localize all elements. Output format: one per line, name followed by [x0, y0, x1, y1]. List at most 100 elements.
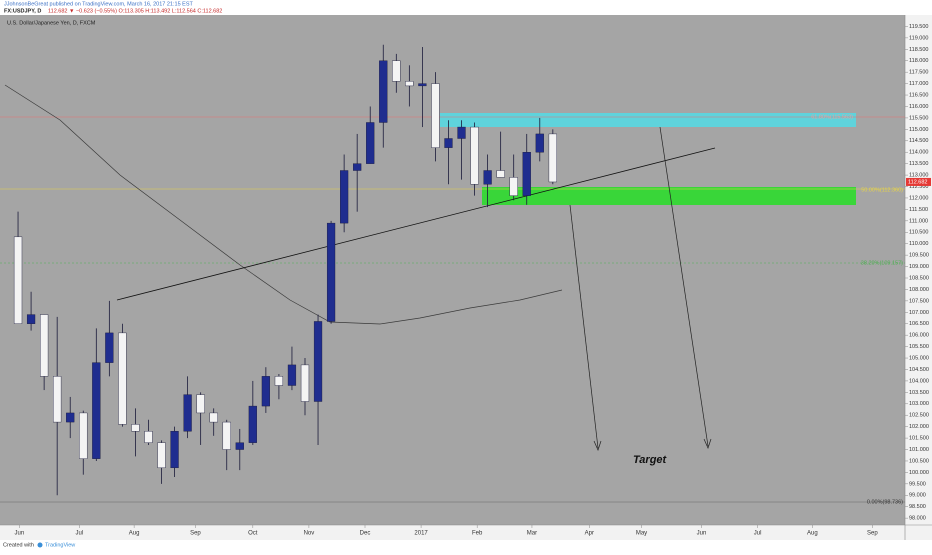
x-tick-label: Sep: [190, 531, 201, 537]
candle-body: [457, 126, 466, 139]
x-tick-label: Feb: [472, 531, 483, 537]
x-tick-label: Aug: [129, 531, 140, 537]
candle-body: [483, 170, 492, 185]
y-tick-label: 115.000: [909, 127, 928, 133]
y-tick-label: 117.000: [909, 81, 928, 87]
y-tick-label: 109.000: [909, 264, 929, 270]
y-tick-label: 100.000: [909, 470, 929, 476]
y-tick-label: 105.500: [909, 344, 929, 350]
y-tick-label: 101.000: [909, 447, 929, 453]
y-tick-label: 107.000: [909, 310, 929, 316]
last-price-label: 112.682: [908, 179, 927, 185]
candle-body: [509, 177, 518, 196]
candle-body: [405, 81, 414, 87]
candle-body: [222, 421, 231, 450]
candle-body: [418, 83, 427, 87]
candle-body: [353, 163, 362, 171]
target-label: Target: [633, 454, 668, 466]
chart-title: U.S. Dollar/Japanese Yen, D, FXCM: [7, 20, 96, 26]
y-tick-label: 99.500: [909, 481, 926, 487]
y-tick-label: 112.000: [909, 195, 928, 201]
y-tick-label: 113.500: [909, 161, 928, 167]
candle-body: [326, 222, 336, 322]
candle-body: [196, 394, 205, 414]
candle-body: [118, 332, 127, 425]
y-tick-label: 102.500: [909, 413, 929, 419]
candle-body: [261, 376, 270, 407]
y-tick-label: 103.000: [909, 401, 929, 407]
y-tick-label: 104.500: [909, 367, 929, 373]
y-tick-label: 110.000: [909, 241, 928, 247]
y-tick-label: 112.500: [909, 184, 928, 190]
arrow: [659, 126, 709, 447]
time-axis: [0, 525, 932, 540]
x-tick-label: Sep: [867, 531, 878, 537]
candle-body: [26, 314, 36, 324]
y-tick-label: 109.500: [909, 253, 929, 259]
candle-body: [379, 60, 388, 123]
moving-average: [4, 84, 563, 325]
y-tick-label: 104.000: [909, 378, 929, 384]
fib-label: 0.00%(98.736): [867, 499, 903, 505]
x-tick-label: Aug: [807, 531, 818, 537]
y-tick-label: 106.000: [909, 333, 929, 339]
y-tick-label: 107.500: [909, 298, 929, 304]
candle-body: [522, 152, 531, 196]
y-tick-label: 98.000: [909, 516, 926, 522]
x-tick-label: Jun: [15, 531, 25, 537]
price-axis: [905, 15, 932, 525]
y-tick-label: 119.000: [909, 35, 928, 41]
candle-body: [392, 60, 401, 82]
y-tick-label: 116.000: [909, 104, 928, 110]
y-tick-label: 101.500: [909, 436, 929, 442]
candle-body: [444, 138, 453, 148]
y-tick-label: 115.500: [909, 115, 928, 121]
y-tick-label: 110.500: [909, 230, 928, 236]
x-tick-label: Oct: [248, 531, 258, 537]
x-tick-label: Apr: [585, 531, 594, 537]
y-tick-label: 111.500: [909, 207, 928, 213]
footer-text: Created with: [3, 542, 34, 548]
y-tick-label: 114.000: [909, 150, 928, 156]
y-tick-label: 106.500: [909, 321, 929, 327]
candle-body: [431, 83, 440, 148]
fib-label: 61.80%(115.563): [811, 114, 853, 120]
candle-body: [470, 126, 479, 185]
support-zone: [482, 187, 856, 205]
candle-body: [535, 133, 544, 153]
y-tick-label: 108.000: [909, 287, 929, 293]
quote: 112.682 ▼ −0.623 (−0.55%) O:113.305 H:11…: [48, 8, 222, 14]
y-tick-label: 98.500: [909, 504, 926, 510]
candle-body: [496, 170, 505, 178]
candle-body: [248, 405, 257, 443]
candle-body: [313, 321, 323, 402]
last-price-box: [906, 177, 931, 186]
candle-body: [170, 431, 179, 469]
y-tick-label: 103.500: [909, 390, 929, 396]
x-tick-label: Mar: [527, 531, 537, 537]
candle-body: [183, 394, 192, 432]
candle-body: [144, 431, 153, 443]
y-tick-label: 100.500: [909, 458, 929, 464]
candle-body: [274, 376, 284, 386]
resistance-zone: [440, 113, 856, 127]
y-tick-label: 119.500: [909, 24, 928, 30]
y-tick-label: 111.000: [909, 218, 928, 224]
y-tick-label: 114.500: [909, 138, 928, 144]
candle-body: [235, 442, 244, 450]
publisher-line: JJohnsonBeGreat published on TradingView…: [4, 1, 193, 7]
x-tick-label: 2017: [414, 531, 428, 537]
candle-body: [366, 122, 375, 164]
candle-body: [92, 362, 101, 459]
candle-body: [105, 332, 114, 363]
y-tick-label: 105.000: [909, 356, 929, 362]
symbol: FX:USDJPY, D: [4, 8, 41, 14]
x-tick-label: Dec: [360, 531, 371, 537]
x-tick-label: May: [636, 531, 647, 537]
candle-body: [287, 364, 297, 386]
arrow-head: [703, 438, 712, 449]
candle-body: [300, 364, 310, 402]
fib-label: 50.00%(112.360): [861, 187, 903, 193]
